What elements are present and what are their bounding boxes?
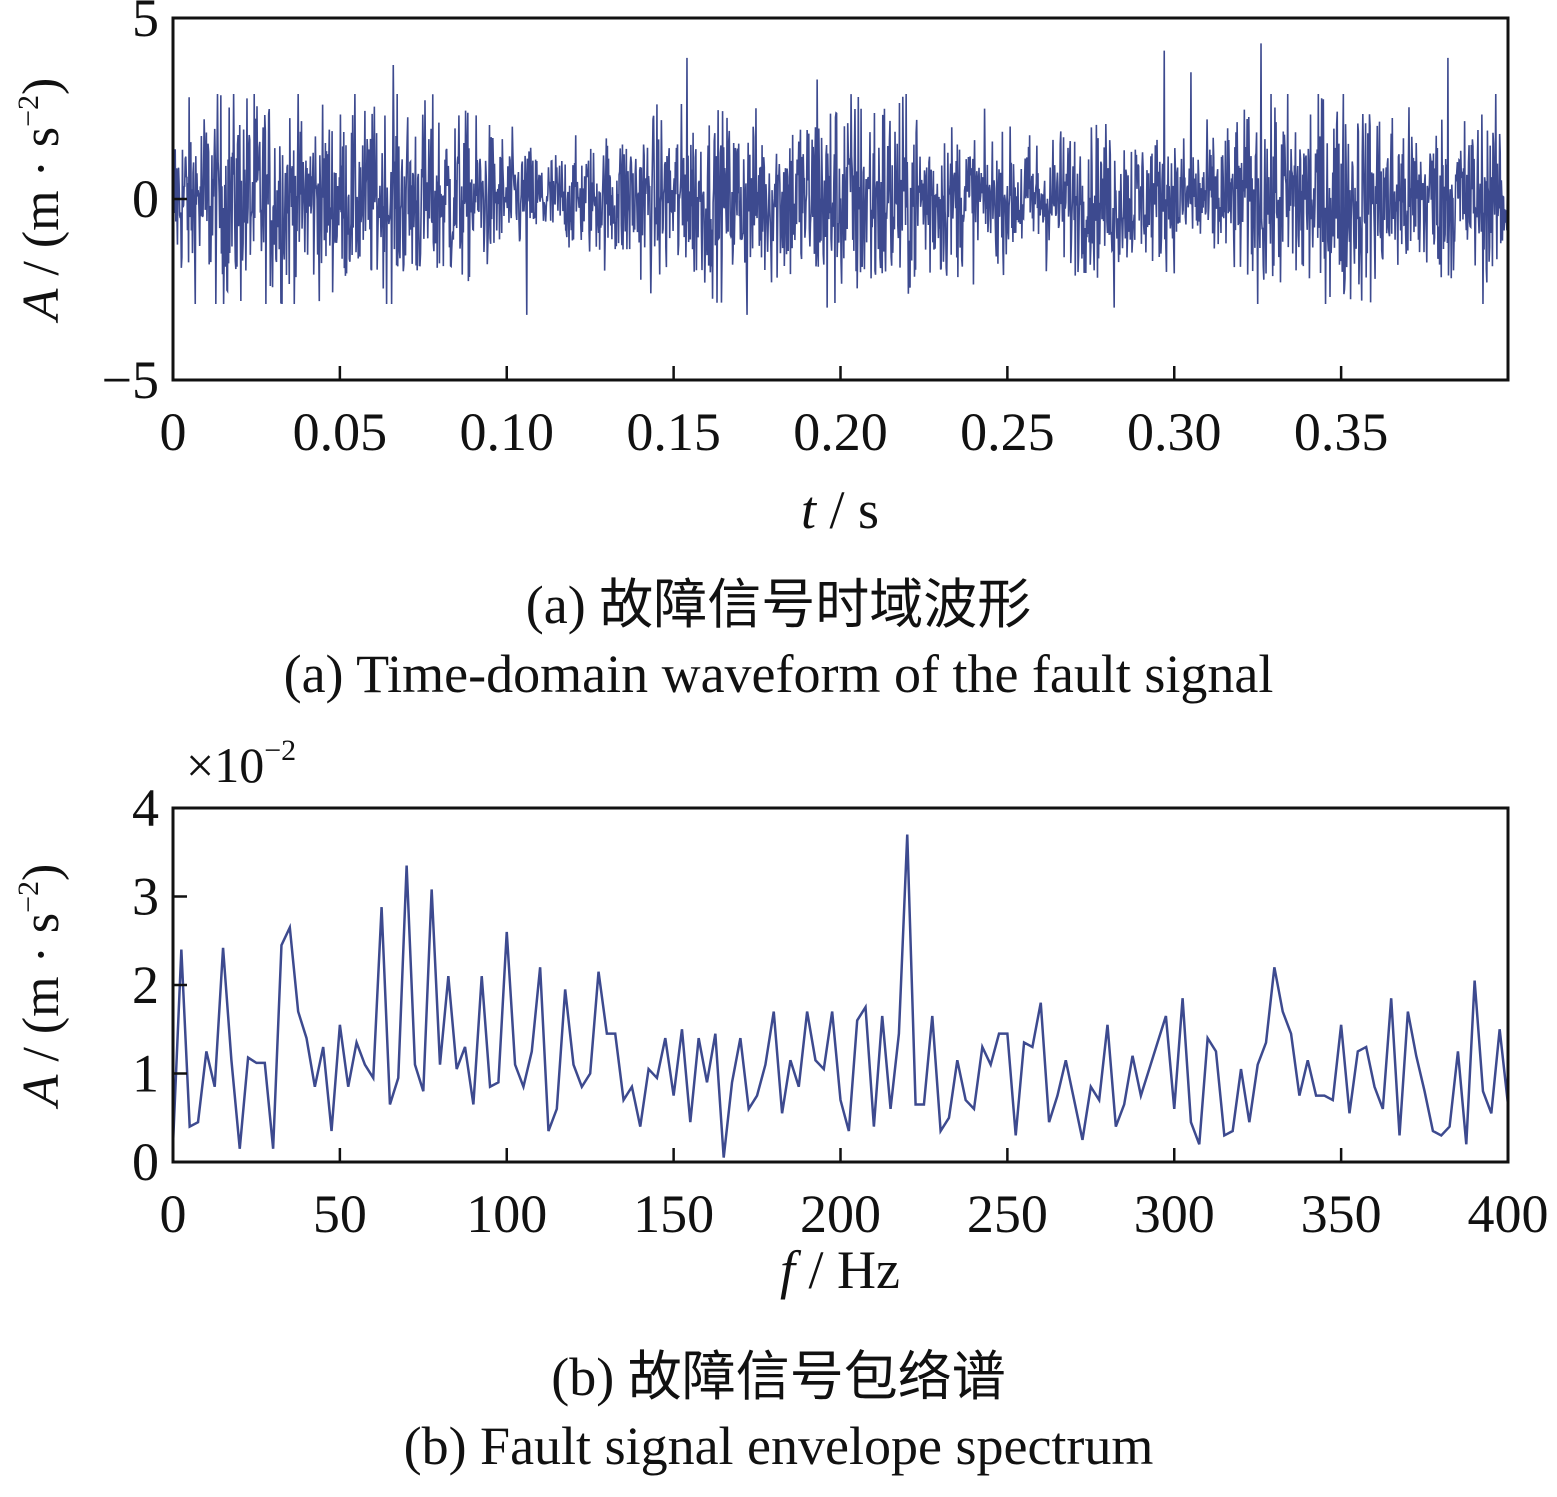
- panel-b: ×10−2 0 1 2 3 4 0 50 100 150 200 250 300 350 400 A /…: [0, 720, 1557, 1497]
- time-domain-chart: −505 0 0.05 0.10 0.15 0.20 0.25 0.30 0.35 A / (…: [12, 0, 1510, 540]
- y-tick-label: 2: [132, 955, 159, 1015]
- x-tick-label: 0.35: [1294, 402, 1389, 462]
- y-tick-label: 3: [132, 867, 159, 927]
- x-tick-label: 0.20: [793, 402, 888, 462]
- y-multiplier: ×10−2: [186, 734, 296, 793]
- spectrum-line: [171, 834, 1510, 1158]
- x-tick-label: 0.25: [960, 402, 1055, 462]
- x-tick-label: 200: [800, 1184, 881, 1244]
- x-tick-label: 250: [967, 1184, 1048, 1244]
- x-tick-label: 50: [313, 1184, 367, 1244]
- x-tick-label: 100: [466, 1184, 547, 1244]
- caption-a-cn: (a) 故障信号时域波形: [525, 575, 1032, 635]
- x-tick-label: 300: [1134, 1184, 1215, 1244]
- y-tick-label: 5: [132, 0, 159, 48]
- y-tick-label: 0: [132, 1132, 159, 1192]
- waveform-line: [172, 43, 1509, 315]
- x-tick-label: 0.05: [293, 402, 388, 462]
- x-tick-label: 0: [160, 402, 187, 462]
- x-tick-label: 150: [633, 1184, 714, 1244]
- plot-frame: [171, 806, 1510, 1164]
- panel-a: −5 0 5 0 0.05 0.10 0.15 0.20 0.25 0.30 0.35 A / (…: [0, 0, 1557, 720]
- x-tick-label: 400: [1468, 1184, 1549, 1244]
- envelope-spectrum-chart: ×10−2 0 1 2 3 4 0 50 100 150 200 250 300 350 400 A /…: [12, 734, 1549, 1300]
- y-tick-label: 0: [132, 169, 159, 229]
- x-axis-label: f / Hz: [780, 1240, 900, 1300]
- x-tick-label: 350: [1301, 1184, 1382, 1244]
- x-tick-label: 0.30: [1127, 402, 1222, 462]
- caption-b-en: (b) Fault signal envelope spectrum: [403, 1416, 1154, 1476]
- x-tick-label: 0.10: [460, 402, 555, 462]
- y-tick-label: 4: [132, 778, 159, 838]
- y-axis-label: A / (m · s−2): [12, 864, 70, 1110]
- y-axis-label: A / (m · s−2): [12, 78, 70, 324]
- x-tick-label: 0.15: [626, 402, 721, 462]
- caption-b-cn: (b) 故障信号包络谱: [551, 1347, 1006, 1407]
- y-tick-label: −5: [102, 350, 159, 410]
- x-tick-label: 0: [160, 1184, 187, 1244]
- y-tick-label: 1: [132, 1044, 159, 1104]
- x-axis-label: t / s: [801, 480, 879, 540]
- caption-a-en: (a) Time-domain waveform of the fault si…: [283, 644, 1274, 704]
